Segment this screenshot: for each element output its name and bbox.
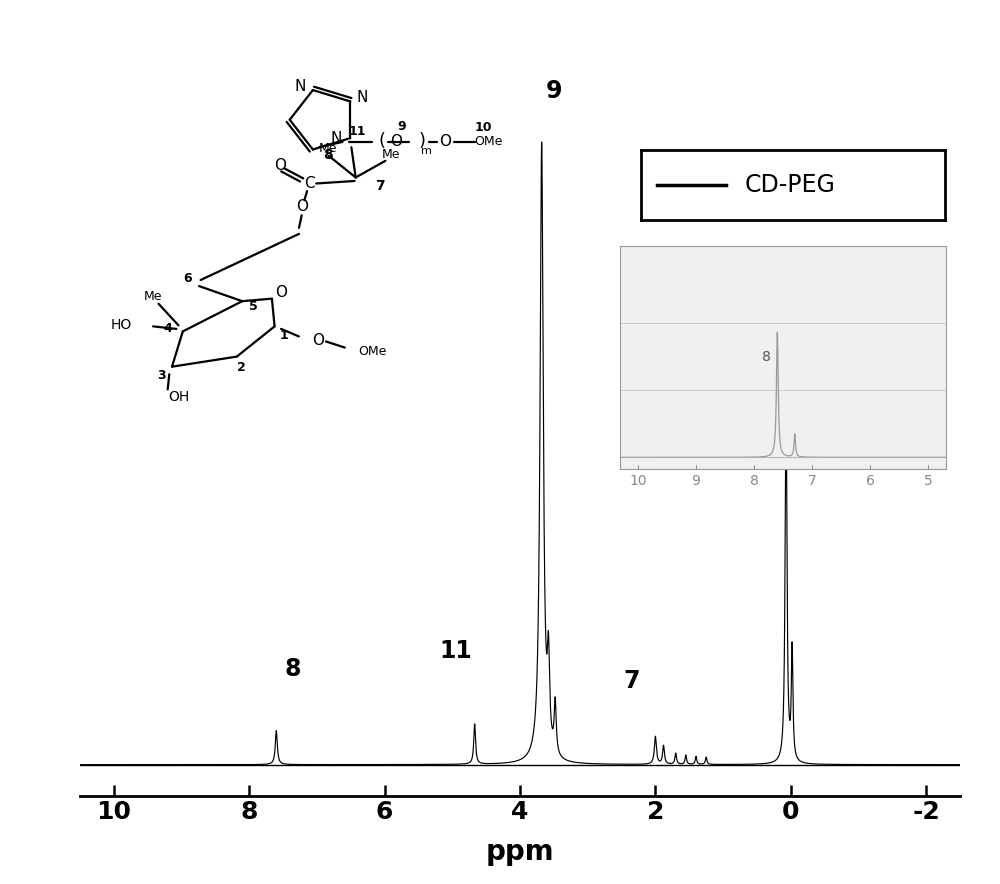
Text: (: (: [379, 133, 386, 150]
Text: 7: 7: [623, 669, 640, 693]
Text: 8: 8: [323, 148, 333, 162]
Text: HO: HO: [110, 318, 132, 332]
Text: N: N: [295, 79, 306, 94]
Text: 8: 8: [285, 657, 301, 681]
Text: OMe: OMe: [358, 345, 387, 358]
Text: OMe: OMe: [474, 135, 503, 149]
Text: 11: 11: [349, 126, 366, 139]
Text: 10: 10: [474, 121, 492, 134]
Text: O: O: [274, 158, 286, 173]
Text: O: O: [276, 286, 288, 300]
Text: 3: 3: [157, 370, 166, 382]
Text: O: O: [439, 134, 451, 149]
Text: O: O: [391, 134, 403, 149]
Text: m: m: [421, 146, 432, 156]
Text: Me: Me: [382, 148, 400, 161]
Text: 9: 9: [546, 79, 562, 103]
Text: 9: 9: [398, 120, 406, 133]
X-axis label: ppm: ppm: [486, 838, 554, 866]
Text: 7: 7: [375, 179, 385, 193]
Text: 4: 4: [163, 323, 172, 335]
Text: 6: 6: [183, 272, 191, 285]
Text: Me: Me: [318, 141, 337, 155]
Text: OH: OH: [168, 390, 189, 404]
Text: O: O: [312, 333, 324, 348]
Text: N: N: [357, 90, 368, 105]
Text: N: N: [331, 131, 342, 146]
Text: O: O: [296, 199, 308, 214]
Text: Me: Me: [143, 290, 162, 302]
Text: 2: 2: [237, 362, 245, 374]
Text: 5: 5: [249, 300, 257, 313]
Text: ): ): [418, 133, 425, 150]
Text: 11: 11: [439, 638, 472, 663]
Text: 1: 1: [280, 329, 289, 342]
Text: C: C: [304, 176, 315, 191]
